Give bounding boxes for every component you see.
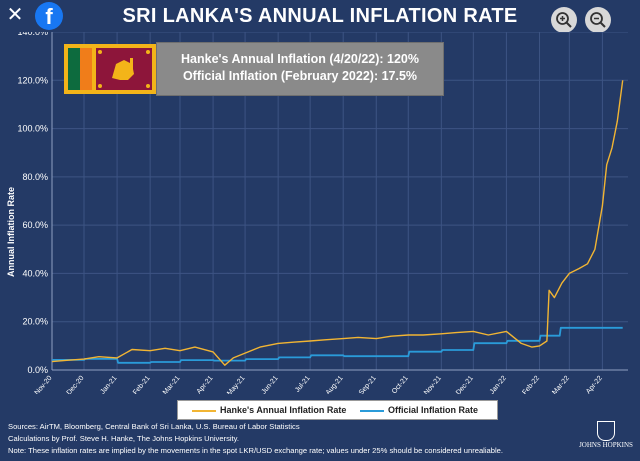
y-tick-label: 60.0% xyxy=(22,220,48,230)
info-hanke: Hanke's Annual Inflation (4/20/22): 120% xyxy=(181,52,419,66)
x-tick-label: Jan-21 xyxy=(99,375,118,394)
x-tick-label: Apr-21 xyxy=(196,375,215,394)
x-tick-label: Jun-21 xyxy=(261,375,280,394)
zoom-out-icon xyxy=(590,12,606,28)
zoom-in-button[interactable] xyxy=(551,7,577,33)
legend-swatch-official xyxy=(360,409,384,412)
zoom-out-button[interactable] xyxy=(585,7,611,33)
footer-calculations: Calculations by Prof. Steve H. Hanke, Th… xyxy=(8,434,240,443)
legend-swatch-hanke xyxy=(192,409,216,412)
y-tick-label: 80.0% xyxy=(22,172,48,182)
page-title: SRI LANKA'S ANNUAL INFLATION RATE xyxy=(122,5,518,27)
jhu-logo: JOHNS HOPKINS xyxy=(578,421,634,457)
info-box: Hanke's Annual Inflation (4/20/22): 120%… xyxy=(156,42,444,96)
x-tick-label: Jan-22 xyxy=(489,375,508,394)
zoom-in-icon xyxy=(556,12,572,28)
info-official: Official Inflation (February 2022): 17.5… xyxy=(182,69,418,83)
legend-item-hanke: Hanke's Annual Inflation Rate xyxy=(192,405,346,415)
y-axis-label: Annual Inflation Rate xyxy=(6,187,16,277)
y-tick-label: 40.0% xyxy=(22,268,48,278)
x-tick-label: Oct-21 xyxy=(391,375,410,394)
x-tick-label: Aug-21 xyxy=(325,375,345,394)
x-tick-label: May-21 xyxy=(226,375,246,394)
legend-item-official: Official Inflation Rate xyxy=(360,405,478,415)
top-bar: ✕ f SRI LANKA'S ANNUAL INFLATION RATE xyxy=(0,0,640,34)
footer-notes: Sources: AirTM, Bloomberg, Central Bank … xyxy=(8,421,568,457)
y-tick-label: 140.0% xyxy=(17,32,48,37)
series-line-official xyxy=(52,326,623,364)
x-tick-label: Jul-21 xyxy=(294,375,312,394)
jhu-shield-icon xyxy=(597,421,615,441)
jhu-logo-text: JOHNS HOPKINS xyxy=(579,441,633,449)
sri-lanka-flag xyxy=(64,44,156,94)
x-tick-label: Apr-22 xyxy=(585,375,604,394)
y-tick-label: 100.0% xyxy=(17,124,48,134)
legend-label-hanke: Hanke's Annual Inflation Rate xyxy=(220,405,347,415)
chart-legend: Hanke's Annual Inflation Rate Official I… xyxy=(177,400,498,420)
x-tick-label: Nov-20 xyxy=(34,375,54,394)
x-tick-label: Feb-22 xyxy=(521,375,541,394)
footer-sources: Sources: AirTM, Bloomberg, Central Bank … xyxy=(8,422,300,431)
x-tick-label: Sep-21 xyxy=(358,375,378,394)
x-tick-label: Nov-21 xyxy=(423,375,443,394)
facebook-icon[interactable]: f xyxy=(35,2,63,30)
series-line-hanke xyxy=(51,80,624,366)
footer-note: Note: These inflation rates are implied … xyxy=(8,446,504,455)
x-tick-label: Dec-20 xyxy=(66,375,86,394)
x-tick-label: Mar-22 xyxy=(551,375,571,394)
y-tick-label: 120.0% xyxy=(17,75,48,85)
x-tick-label: Feb-21 xyxy=(132,375,152,394)
y-tick-label: 0.0% xyxy=(27,365,48,375)
y-tick-label: 20.0% xyxy=(22,317,48,327)
close-button[interactable]: ✕ xyxy=(6,4,24,26)
x-tick-label: Dec-21 xyxy=(455,375,475,394)
legend-label-official: Official Inflation Rate xyxy=(388,405,479,415)
x-tick-label: Mar-21 xyxy=(162,375,182,394)
